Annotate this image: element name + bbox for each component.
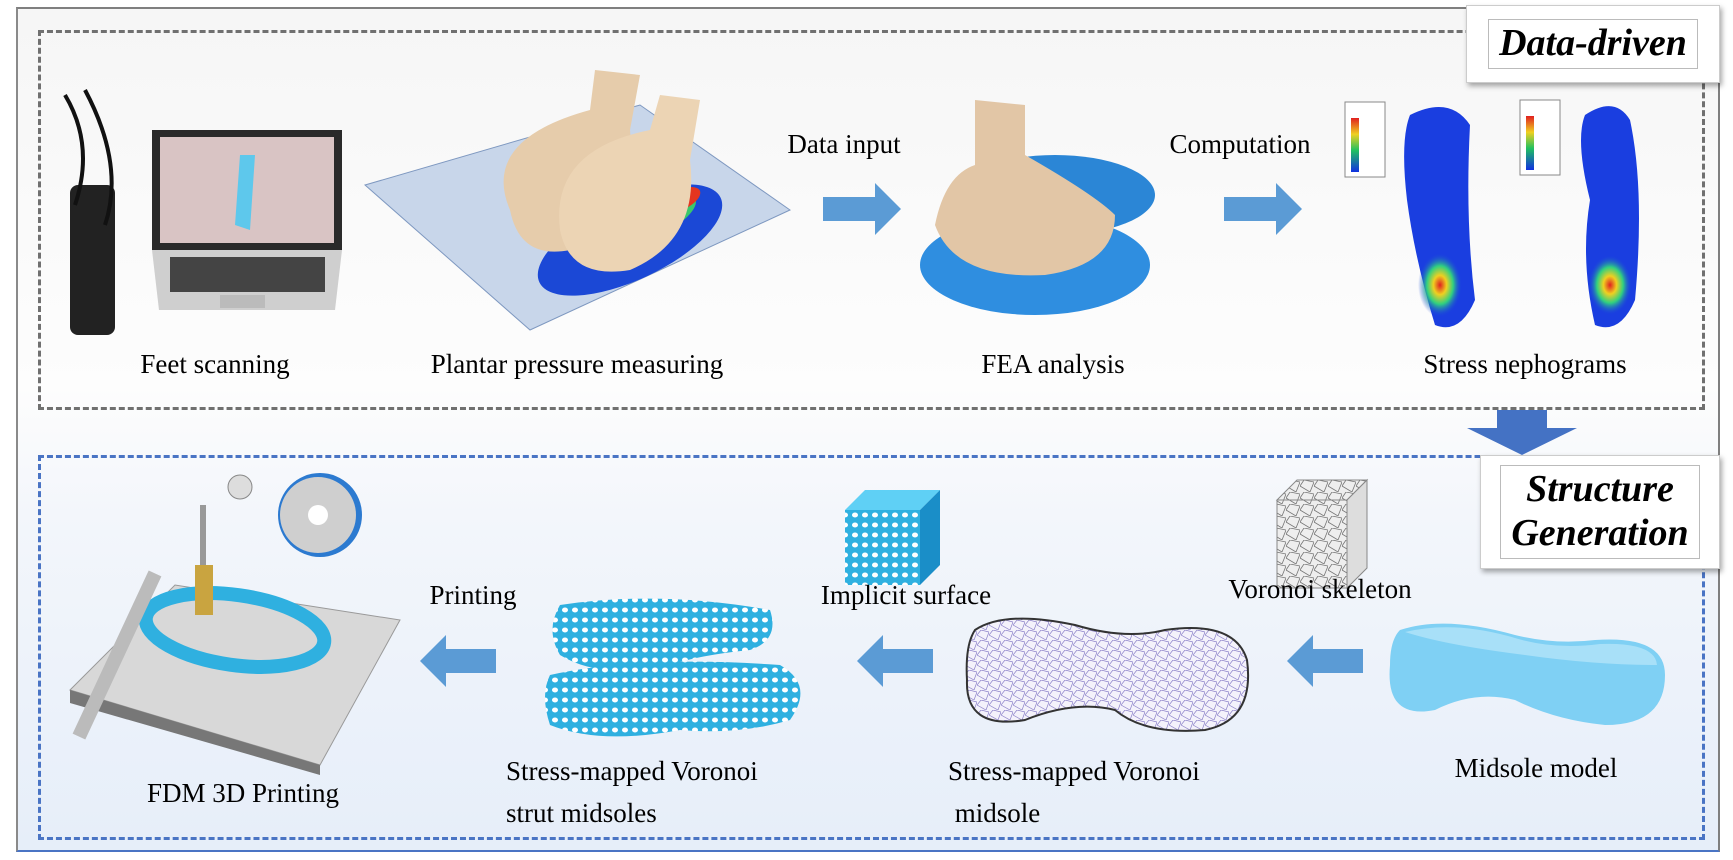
laptop-scanner-image — [63, 89, 342, 335]
voronoi-skeleton-cube-icon — [1275, 478, 1369, 590]
label-voronoi-midsole-line1: Stress-mapped Voronoi — [948, 756, 1200, 786]
label-strut-midsoles-line2: strut midsoles — [506, 798, 657, 828]
title-line-2: Generation — [1511, 512, 1689, 554]
label-feet-scanning: Feet scanning — [140, 349, 290, 379]
label-midsole-model: Midsole model — [1454, 753, 1618, 783]
label-voronoi-midsole-line2: midsole — [948, 798, 1041, 828]
voronoi-midsole-image — [965, 617, 1249, 732]
arrow-right-computation — [1224, 183, 1302, 235]
label-fea-analysis: FEA analysis — [981, 349, 1125, 379]
label-printing: Printing — [429, 580, 517, 610]
label-implicit-surface: Implicit surface — [820, 580, 992, 610]
label-stress-nephograms: Stress nephograms — [1423, 349, 1627, 379]
arrow-left-voronoi-skeleton — [1287, 635, 1363, 687]
label-data-input: Data input — [787, 129, 901, 159]
arrow-down — [1467, 410, 1577, 455]
label-strut-midsoles-line1: Stress-mapped Voronoi — [506, 756, 758, 786]
data-driven-panel — [38, 30, 1705, 410]
midsole-model-image — [1389, 623, 1665, 725]
arrow-left-printing — [420, 635, 496, 687]
fdm-printer-image — [69, 473, 401, 775]
implicit-surface-cube-icon — [845, 490, 940, 585]
strut-midsoles-image — [545, 598, 801, 737]
plantar-pressure-image — [363, 70, 791, 331]
data-driven-title-box: Data-driven — [1466, 5, 1720, 83]
structure-generation-title-box: Structure Generation — [1480, 455, 1720, 569]
arrow-left-implicit-surface — [857, 635, 933, 687]
data-driven-title: Data-driven — [1488, 19, 1698, 69]
structure-generation-panel — [38, 455, 1705, 840]
label-plantar-pressure: Plantar pressure measuring — [430, 349, 724, 379]
title-line-1: Structure — [1526, 468, 1674, 511]
stress-nephograms-image — [1344, 99, 1639, 328]
arrow-right-data-input — [823, 183, 901, 235]
structure-generation-title: Structure Generation — [1500, 465, 1700, 559]
label-voronoi-skeleton: Voronoi skeleton — [1228, 574, 1412, 604]
label-fdm-printing: FDM 3D Printing — [146, 778, 340, 808]
fea-analysis-image — [920, 100, 1155, 315]
label-computation: Computation — [1169, 129, 1311, 159]
